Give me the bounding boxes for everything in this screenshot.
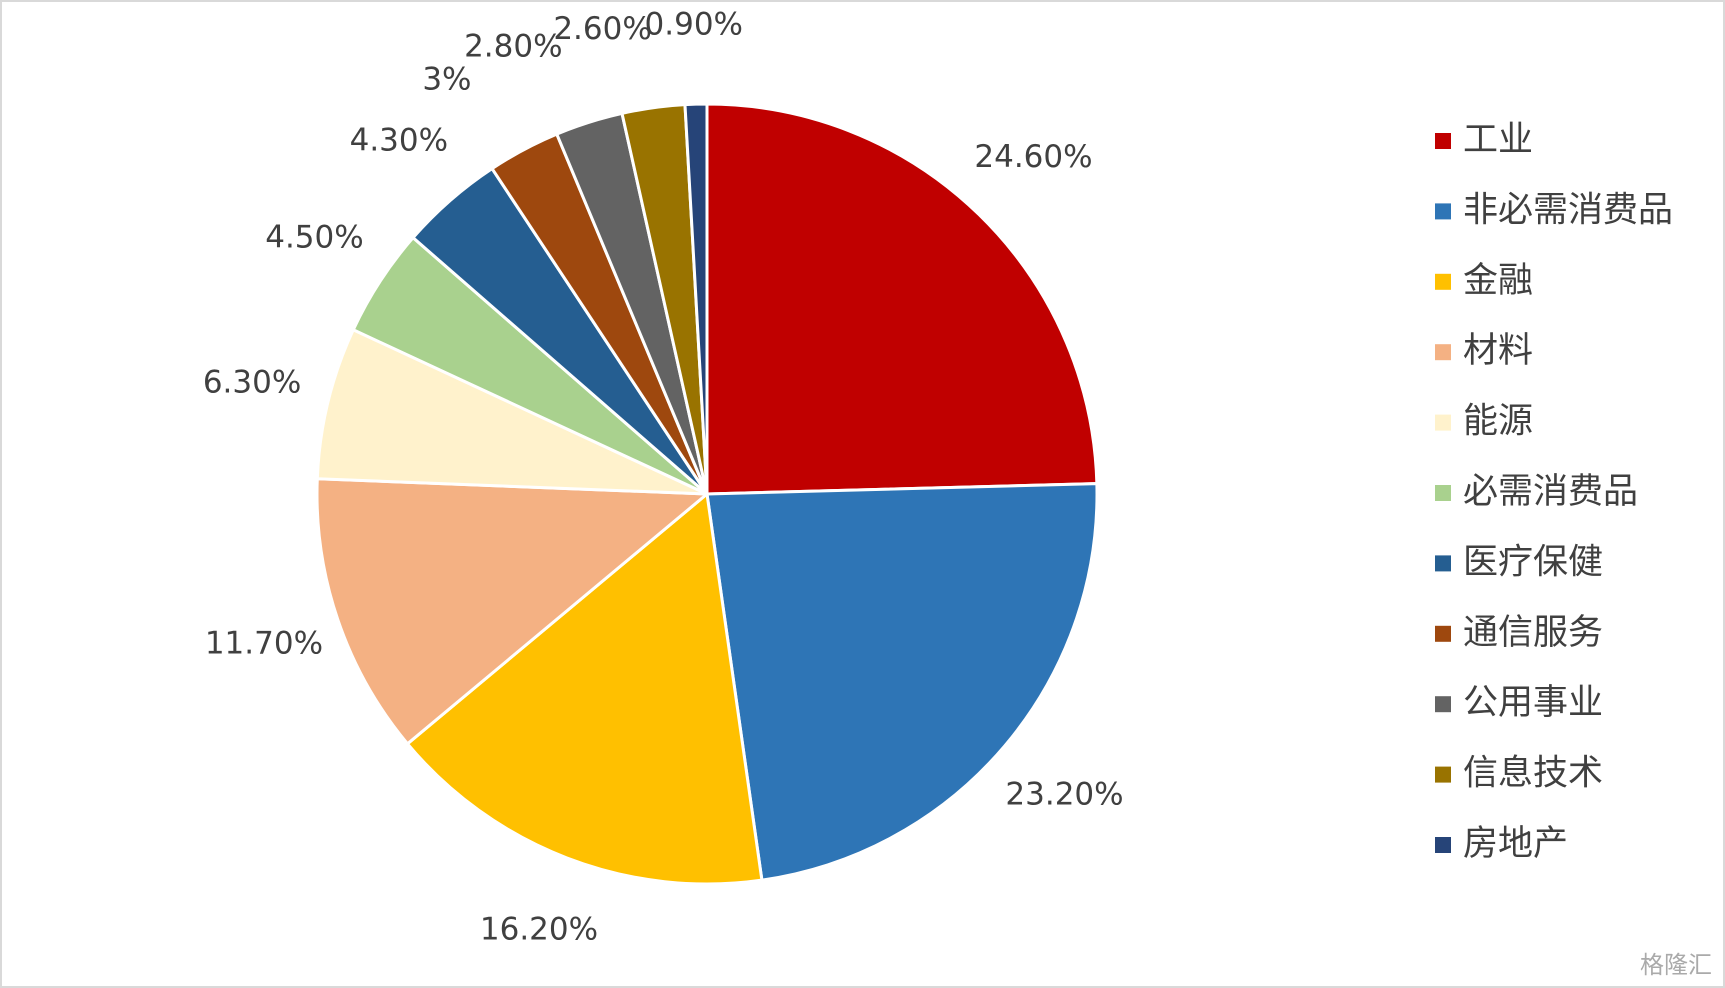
legend-swatch	[1435, 203, 1451, 220]
legend-label: 必需消费品	[1463, 472, 1638, 512]
legend-swatch	[1435, 485, 1451, 501]
pie-slice	[315, 477, 711, 746]
pie-slice	[705, 102, 1099, 496]
data-label: 6.30%	[203, 365, 301, 401]
data-label: 4.30%	[350, 122, 448, 158]
legend-swatch	[1435, 414, 1451, 431]
pie-slice	[683, 102, 709, 495]
legend-label: 公用事业	[1463, 683, 1603, 723]
watermark: 格隆汇	[1640, 951, 1712, 979]
legend-swatch	[1435, 696, 1451, 713]
legend-swatch	[1435, 555, 1451, 572]
data-label: 0.90%	[645, 7, 743, 43]
data-label: 3%	[422, 61, 471, 97]
legend-label: 信息技术	[1463, 754, 1603, 794]
legend-swatch	[1435, 837, 1451, 853]
legend-swatch	[1435, 133, 1451, 149]
data-label: 16.20%	[480, 911, 598, 947]
legend-label: 医疗保健	[1463, 542, 1603, 582]
data-label: 23.20%	[1005, 777, 1123, 813]
legend-swatch	[1435, 344, 1451, 361]
pie-slice	[705, 482, 1099, 882]
legend-swatch	[1435, 766, 1451, 783]
data-label: 11.70%	[205, 625, 323, 661]
legend-swatch	[1435, 625, 1451, 642]
data-label: 24.60%	[974, 139, 1092, 175]
data-label: 2.60%	[553, 11, 651, 47]
legend-swatch	[1435, 273, 1451, 290]
legend-label: 非必需消费品	[1463, 190, 1673, 230]
legend-label: 能源	[1463, 402, 1533, 442]
pie-slice	[405, 491, 764, 886]
legend-label: 材料	[1463, 331, 1533, 371]
legend-label: 金融	[1463, 261, 1533, 301]
legend-label: 通信服务	[1463, 613, 1603, 653]
legend-label: 工业	[1463, 120, 1533, 160]
pie-slice	[315, 327, 708, 496]
legend-label: 房地产	[1463, 824, 1568, 864]
data-label: 4.50%	[265, 220, 363, 256]
data-label: 2.80%	[464, 28, 562, 64]
